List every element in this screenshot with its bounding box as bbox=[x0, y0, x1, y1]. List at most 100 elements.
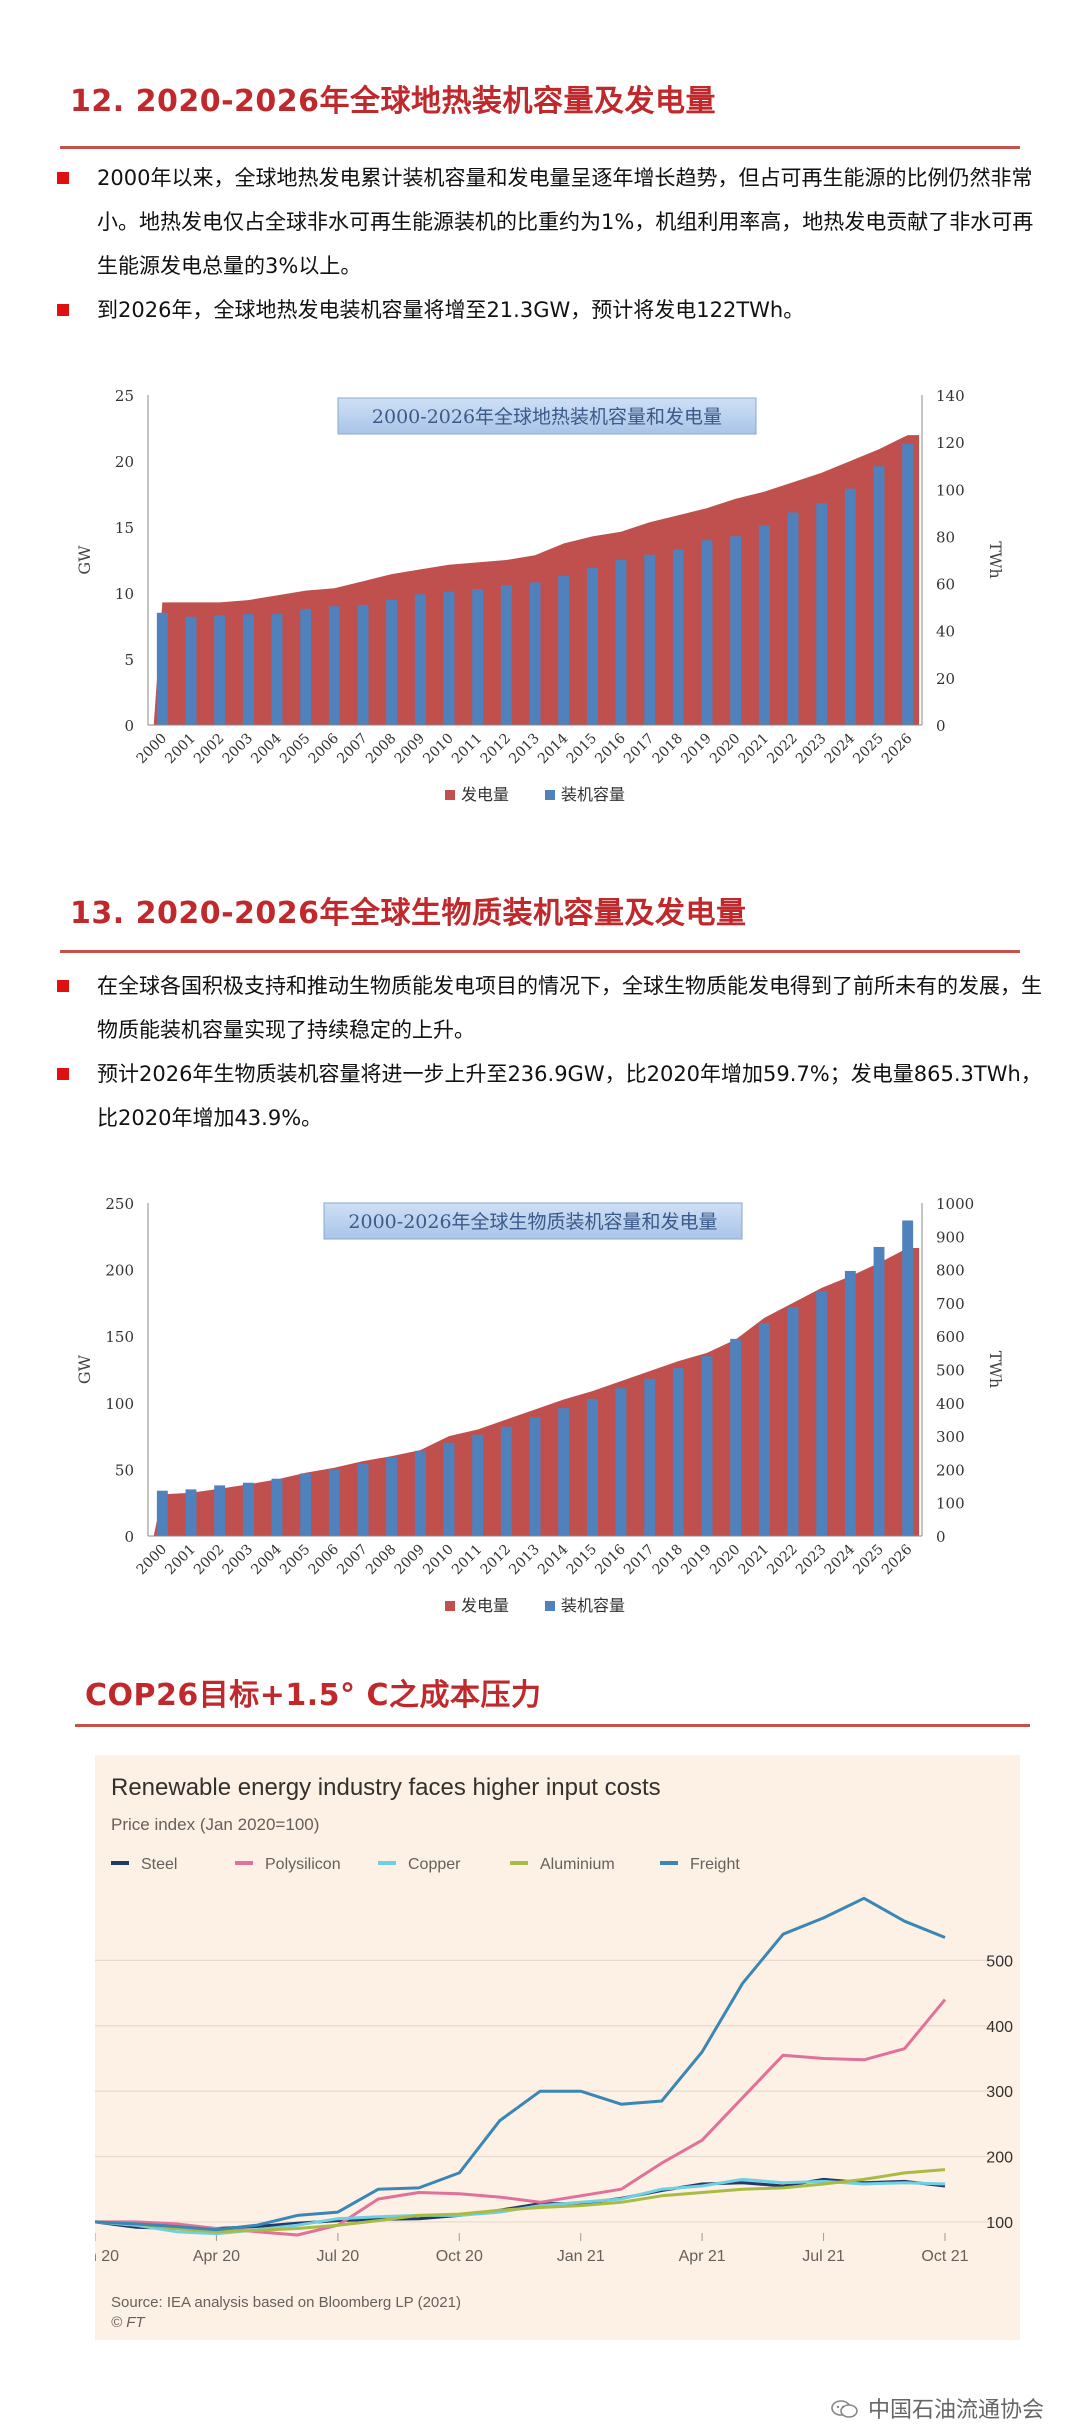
x-tick-label: Jul 21 bbox=[802, 2248, 845, 2265]
year-tick-label: 2005 bbox=[277, 731, 314, 768]
year-tick-label: 2025 bbox=[850, 1542, 887, 1579]
left-tick-label: 100 bbox=[105, 1395, 134, 1413]
legend-swatch-capacity bbox=[545, 790, 555, 800]
capacity-bar bbox=[185, 1489, 197, 1536]
generation-area bbox=[153, 1247, 920, 1536]
capacity-bar bbox=[816, 1290, 828, 1536]
year-tick-label: 2007 bbox=[334, 1542, 371, 1579]
year-tick-label: 2011 bbox=[449, 731, 486, 768]
capacity-bar bbox=[242, 1482, 254, 1536]
capacity-bar bbox=[156, 612, 168, 725]
right-tick-label: 300 bbox=[936, 1428, 965, 1446]
capacity-bar bbox=[529, 582, 541, 725]
year-tick-label: 2009 bbox=[392, 1542, 429, 1579]
chart-title-box bbox=[337, 397, 757, 435]
capacity-bar bbox=[357, 1464, 369, 1536]
year-tick-label: 2001 bbox=[162, 1542, 199, 1579]
capacity-bar bbox=[443, 591, 455, 725]
bullet-text: 2000年以来，全球地热发电累计装机容量和发电量呈逐年增长趋势，但占可再生能源的… bbox=[97, 166, 1034, 278]
capacity-bar bbox=[672, 549, 684, 725]
ft-chart-title: Renewable energy industry faces higher i… bbox=[111, 1774, 661, 1801]
year-tick-label: 2019 bbox=[678, 731, 715, 768]
year-tick-label: 2015 bbox=[564, 1542, 601, 1579]
y-tick-label: 200 bbox=[986, 2150, 1013, 2167]
x-tick-label: Apr 20 bbox=[193, 2248, 240, 2265]
section-13-divider bbox=[60, 950, 1020, 953]
capacity-bar bbox=[529, 1417, 541, 1536]
series-line-aluminium bbox=[95, 2168, 946, 2234]
capacity-bar bbox=[730, 1338, 742, 1536]
right-tick-label: 0 bbox=[936, 717, 946, 735]
year-tick-label: 2010 bbox=[420, 731, 457, 768]
legend-label-capacity: 装机容量 bbox=[561, 785, 625, 804]
year-tick-label: 2007 bbox=[334, 731, 371, 768]
capacity-bar bbox=[386, 599, 398, 725]
right-tick-label: 120 bbox=[936, 434, 965, 452]
year-tick-label: 2001 bbox=[162, 731, 199, 768]
section-12-bullets: 2000年以来，全球地热发电累计装机容量和发电量呈逐年增长趋势，但占可再生能源的… bbox=[55, 156, 1045, 332]
capacity-bar bbox=[902, 443, 914, 725]
capacity-bar bbox=[414, 594, 426, 725]
capacity-bar bbox=[185, 616, 197, 725]
year-tick-label: 2008 bbox=[363, 1542, 400, 1579]
capacity-bar bbox=[214, 1485, 226, 1536]
capacity-bar bbox=[300, 608, 312, 725]
year-tick-label: 2021 bbox=[736, 1542, 773, 1579]
legend-swatch-generation bbox=[445, 790, 455, 800]
biomass-chart: 0 50 100 150 200 250 0 100 200 300 400 500 600 700 800… bbox=[75, 1195, 1005, 1615]
section-12-title: 12. 2020-2026年全球地热装机容量及发电量 bbox=[70, 84, 717, 119]
ft-chart-source: Source: IEA analysis based on Bloomberg … bbox=[111, 2294, 461, 2311]
right-axis-title: TWh bbox=[986, 541, 1005, 578]
bullet-text: 预计2026年生物质装机容量将进一步上升至236.9GW，比2020年增加59.… bbox=[97, 1062, 1042, 1130]
capacity-bar bbox=[300, 1473, 312, 1536]
capacity-bar bbox=[844, 1270, 856, 1536]
capacity-bar bbox=[787, 1306, 799, 1536]
legend-label-steel: Steel bbox=[141, 1856, 177, 1873]
section-13-title: 13. 2020-2026年全球生物质装机容量及发电量 bbox=[70, 896, 747, 931]
year-tick-label: 2020 bbox=[707, 731, 744, 768]
right-tick-label: 500 bbox=[936, 1362, 965, 1380]
series-line-freight bbox=[95, 1896, 946, 2232]
legend-label-generation: 发电量 bbox=[461, 1596, 509, 1615]
left-tick-label: 0 bbox=[124, 1528, 134, 1546]
year-tick-label: 2015 bbox=[564, 731, 601, 768]
capacity-bar bbox=[214, 615, 226, 725]
capacity-bar bbox=[414, 1450, 426, 1536]
capacity-bar bbox=[242, 614, 254, 725]
left-tick-label: 20 bbox=[115, 453, 134, 471]
right-tick-label: 60 bbox=[936, 576, 955, 594]
right-tick-label: 900 bbox=[936, 1228, 965, 1246]
capacity-bar bbox=[328, 606, 340, 725]
year-tick-label: 2003 bbox=[220, 1542, 257, 1579]
ft-chart-background bbox=[95, 1755, 1020, 2340]
year-tick-label: 2005 bbox=[277, 1542, 314, 1579]
year-tick-label: 2021 bbox=[736, 731, 773, 768]
capacity-bar bbox=[472, 1434, 484, 1536]
section-14-title: COP26目标+1.5° C之成本压力 bbox=[85, 1678, 542, 1713]
left-tick-label: 50 bbox=[115, 1461, 134, 1479]
capacity-bar bbox=[271, 614, 283, 725]
year-tick-label: 2000 bbox=[134, 731, 171, 768]
capacity-bar bbox=[758, 525, 770, 725]
right-tick-label: 200 bbox=[936, 1461, 965, 1479]
year-tick-label: 2008 bbox=[363, 731, 400, 768]
right-tick-label: 700 bbox=[936, 1295, 965, 1313]
left-tick-label: 10 bbox=[115, 585, 134, 603]
capacity-bar bbox=[873, 466, 885, 725]
x-tick-label: Jan 20 bbox=[95, 2248, 119, 2265]
left-tick-label: 200 bbox=[105, 1262, 134, 1280]
wechat-icon bbox=[831, 2400, 858, 2418]
capacity-bar bbox=[902, 1220, 914, 1536]
capacity-bar bbox=[873, 1246, 885, 1536]
year-tick-label: 2025 bbox=[850, 731, 887, 768]
footer-watermark: 中国石油流通协会 bbox=[830, 2392, 1044, 2424]
legend-label-generation: 发电量 bbox=[461, 785, 509, 804]
chart-title: 2000-2026年全球地热装机容量和发电量 bbox=[372, 406, 722, 428]
y-tick-label: 500 bbox=[986, 1953, 1013, 1970]
year-tick-label: 2023 bbox=[793, 1542, 830, 1579]
capacity-bar bbox=[500, 1426, 512, 1536]
right-tick-label: 800 bbox=[936, 1262, 965, 1280]
bullet-item: 在全球各国积极支持和推动生物质能发电项目的情况下，全球生物质能发电得到了前所未有… bbox=[55, 964, 1045, 1052]
right-tick-label: 100 bbox=[936, 481, 965, 499]
year-tick-label: 2024 bbox=[822, 1541, 859, 1578]
